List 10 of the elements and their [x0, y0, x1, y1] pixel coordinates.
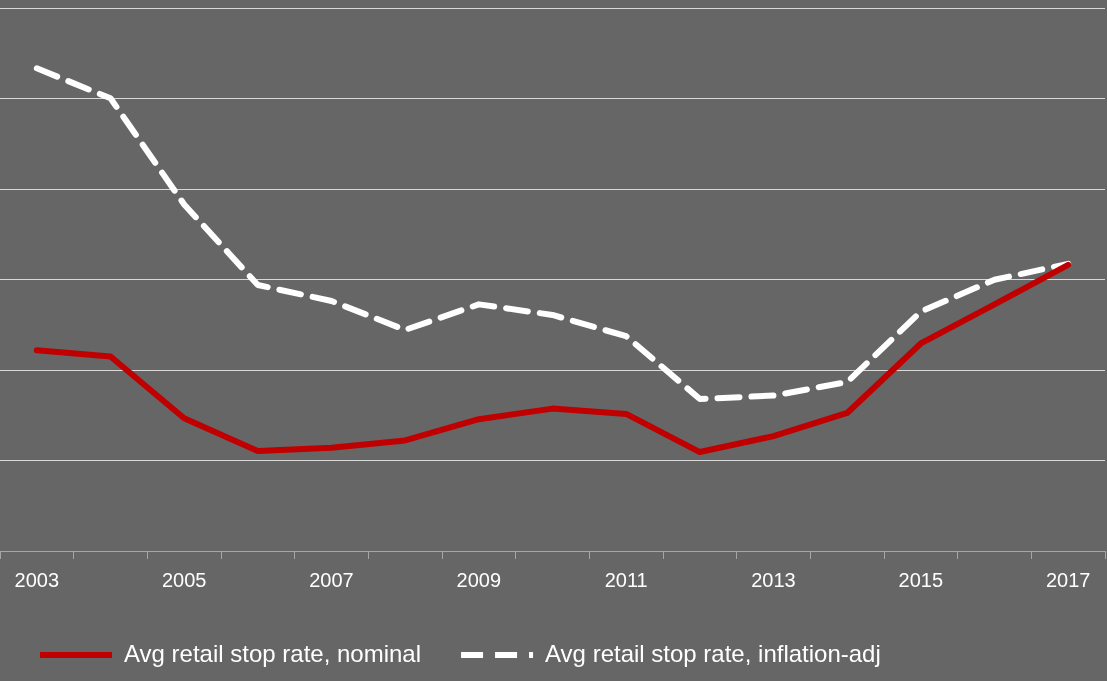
x-tick-label: 2009 — [456, 568, 502, 591]
x-tick-label: 2015 — [898, 568, 944, 591]
x-tick-label: 2013 — [751, 568, 796, 591]
x-tick-label: 2007 — [309, 568, 354, 591]
x-tick-label: 2003 — [14, 568, 60, 591]
x-tick-label: 2011 — [604, 568, 648, 591]
legend-label: Avg retail stop rate, inflation-adj — [545, 639, 881, 667]
x-tick-label: 2017 — [1045, 568, 1091, 591]
x-tick-label: 2005 — [161, 568, 207, 591]
legend-label: Avg retail stop rate, nominal — [124, 639, 422, 667]
